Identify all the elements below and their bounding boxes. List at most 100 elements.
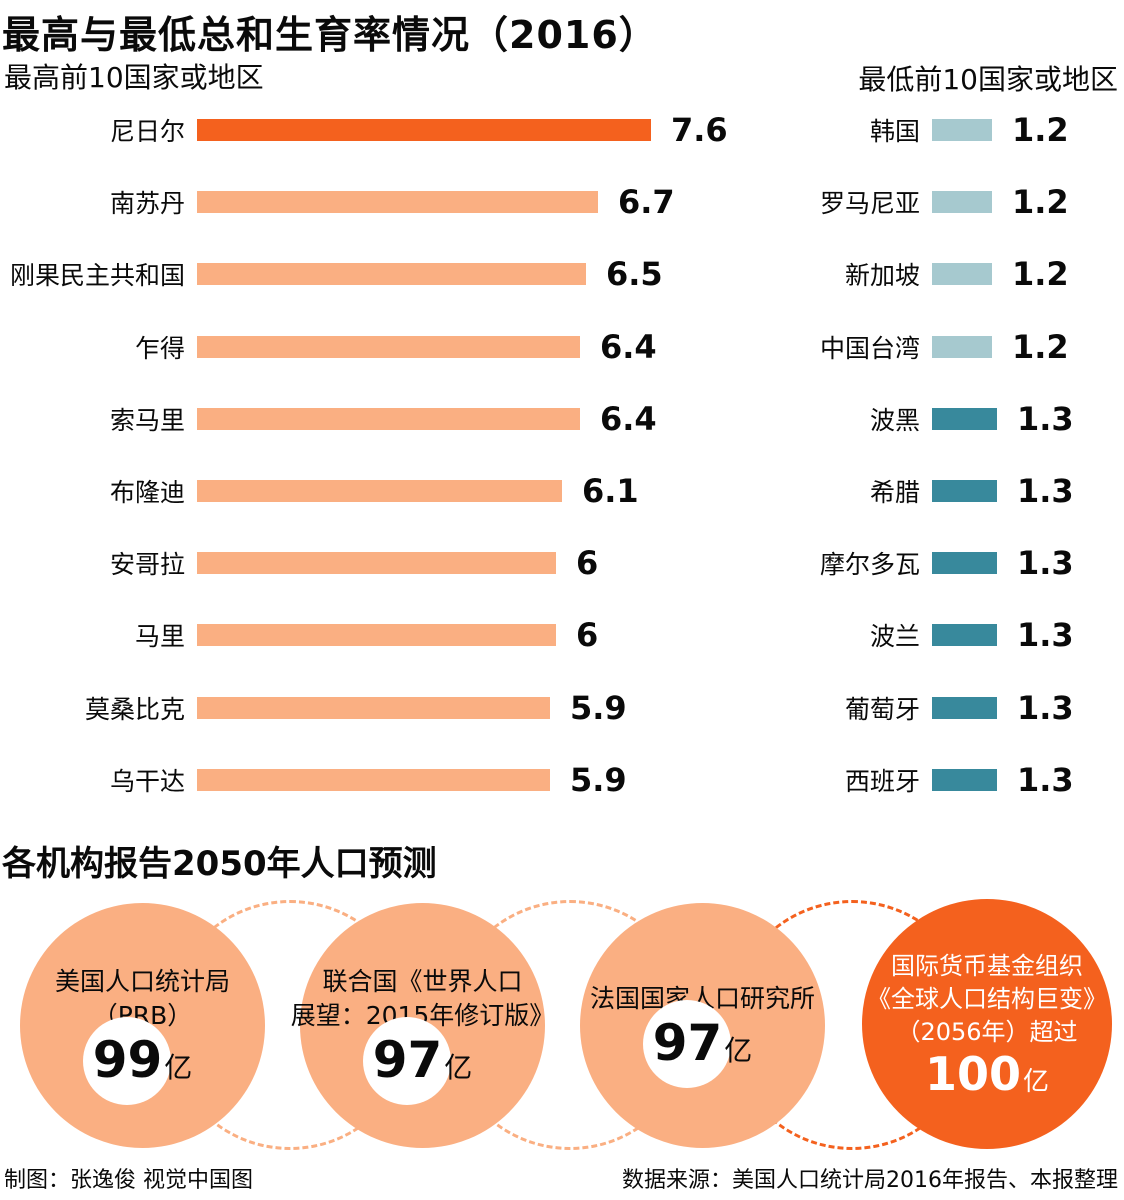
projection-circle-un: 联合国《世界人口 展望：2015年修订版》 97 亿 xyxy=(291,903,554,1148)
number-highlight-blob xyxy=(642,999,731,1088)
projection-number: 99 亿 xyxy=(82,1016,193,1105)
projection-circles: 美国人口统计局 （PRB） 99 亿 联合国《世界人口 展望：2015年修订版》… xyxy=(0,893,1124,1165)
source-text: 数据来源：美国人口统计局2016年报告、本报整理 xyxy=(622,1168,1118,1193)
projection-number: 100 亿 xyxy=(925,1051,1049,1098)
bar-row: 韩国 1.2 xyxy=(745,94,1124,166)
projection-value: 99 xyxy=(92,1031,163,1089)
org-name-line: （2056年）超过 xyxy=(896,1018,1078,1046)
value-label: 1.2 xyxy=(1012,111,1069,150)
country-label: 尼日尔 xyxy=(109,117,185,147)
bar-row: 莫桑比克 5.9 xyxy=(0,672,745,744)
org-name-line: 《全球人口结构巨变》 xyxy=(867,985,1107,1013)
projection-section-title: 各机构报告2050年人口预测 xyxy=(2,844,437,884)
bar-row: 新加坡 1.2 xyxy=(745,238,1124,310)
org-name-line: 国际货币基金组织 xyxy=(891,952,1083,980)
lowest-chart-subtitle: 最低前10国家或地区 xyxy=(858,63,1118,96)
country-label: 韩国 xyxy=(869,117,920,147)
bar xyxy=(932,191,992,214)
bar-row: 摩尔多瓦 1.3 xyxy=(745,527,1124,599)
bar xyxy=(932,768,997,791)
country-label: 摩尔多瓦 xyxy=(819,550,920,580)
bar-row: 波黑 1.3 xyxy=(745,383,1124,455)
value-label: 1.3 xyxy=(1017,399,1074,438)
projection-unit: 亿 xyxy=(444,1051,473,1084)
bar-row: 刚果民主共和国 6.5 xyxy=(0,238,745,310)
value-label: 1.2 xyxy=(1012,183,1069,222)
country-label: 安哥拉 xyxy=(109,550,185,580)
country-label: 新加坡 xyxy=(844,261,920,291)
projection-unit: 亿 xyxy=(1023,1067,1050,1097)
bar-row: 布隆迪 6.1 xyxy=(0,455,745,527)
credit-text: 制图：张逸俊 视觉中国图 xyxy=(4,1168,253,1193)
value-label: 1.2 xyxy=(1012,327,1069,366)
projection-circle-prb: 美国人口统计局 （PRB） 99 亿 xyxy=(20,903,265,1148)
country-label: 西班牙 xyxy=(844,766,920,796)
bar-row: 罗马尼亚 1.2 xyxy=(745,166,1124,238)
bar xyxy=(197,552,556,575)
bar-row: 希腊 1.3 xyxy=(745,455,1124,527)
lowest-fertility-bar-chart: 韩国 1.2 罗马尼亚 1.2 新加坡 1.2 中国台湾 1.2 波黑 1.3 希腊 1.3 摩尔多瓦 1… xyxy=(745,94,1124,816)
projection-value: 100 xyxy=(924,1047,1021,1101)
value-label: 5.9 xyxy=(570,688,627,727)
country-label: 中国台湾 xyxy=(819,333,920,363)
value-label: 6.1 xyxy=(582,472,639,511)
bar xyxy=(197,335,580,358)
value-label: 1.3 xyxy=(1017,544,1074,583)
value-label: 6.5 xyxy=(606,255,663,294)
projection-unit: 亿 xyxy=(724,1034,753,1067)
projection-unit: 亿 xyxy=(164,1051,193,1084)
value-label: 6 xyxy=(576,616,599,655)
country-label: 马里 xyxy=(134,622,185,652)
bar xyxy=(197,624,556,647)
country-label: 索马里 xyxy=(109,405,185,435)
value-label: 6.4 xyxy=(600,399,657,438)
page-title: 最高与最低总和生育率情况（2016） xyxy=(2,13,658,57)
highest-chart-subtitle: 最高前10国家或地区 xyxy=(4,61,264,94)
bar-row: 尼日尔 7.6 xyxy=(0,94,745,166)
country-label: 波黑 xyxy=(869,405,920,435)
country-label: 葡萄牙 xyxy=(844,694,920,724)
value-label: 6.4 xyxy=(600,327,657,366)
country-label: 乍得 xyxy=(134,333,185,363)
value-label: 1.3 xyxy=(1017,472,1074,511)
bar xyxy=(932,624,997,647)
country-label: 希腊 xyxy=(869,478,920,508)
bar-row: 乌干达 5.9 xyxy=(0,744,745,816)
bar xyxy=(932,407,997,430)
value-label: 6.7 xyxy=(618,183,675,222)
bar-row: 安哥拉 6 xyxy=(0,527,745,599)
bar xyxy=(197,768,550,791)
bar-row: 乍得 6.4 xyxy=(0,311,745,383)
country-label: 罗马尼亚 xyxy=(819,189,920,219)
projection-circle-imf: 国际货币基金组织 《全球人口结构巨变》 （2056年）超过 100 亿 xyxy=(862,899,1112,1149)
value-label: 5.9 xyxy=(570,760,627,799)
value-label: 1.3 xyxy=(1017,760,1074,799)
projection-number: 97 亿 xyxy=(362,1016,473,1105)
value-label: 6 xyxy=(576,544,599,583)
bar xyxy=(197,191,598,214)
bar xyxy=(932,335,992,358)
bar xyxy=(932,263,992,286)
country-label: 南苏丹 xyxy=(109,189,185,219)
bar xyxy=(932,119,992,142)
projection-value: 97 xyxy=(652,1014,723,1072)
country-label: 布隆迪 xyxy=(109,478,185,508)
value-label: 1.3 xyxy=(1017,616,1074,655)
value-label: 7.6 xyxy=(671,111,728,150)
projection-circle-ined: 法国国家人口研究所 97 亿 xyxy=(580,903,825,1148)
bar-row: 马里 6 xyxy=(0,599,745,671)
bar-row: 葡萄牙 1.3 xyxy=(745,672,1124,744)
value-label: 1.3 xyxy=(1017,688,1074,727)
org-name-line: 美国人口统计局 xyxy=(54,967,230,996)
country-label: 乌干达 xyxy=(109,766,185,796)
highest-fertility-bar-chart: 尼日尔 7.6 南苏丹 6.7 刚果民主共和国 6.5 乍得 6.4 索马里 6.4 布隆迪 6.1 安… xyxy=(0,94,745,816)
bar xyxy=(197,263,586,286)
number-highlight-blob xyxy=(362,1016,451,1105)
bar xyxy=(932,696,997,719)
bar-row: 波兰 1.3 xyxy=(745,599,1124,671)
country-label: 波兰 xyxy=(869,622,920,652)
country-label: 刚果民主共和国 xyxy=(9,261,185,291)
footer: 制图：张逸俊 视觉中国图 数据来源：美国人口统计局2016年报告、本报整理 xyxy=(0,1162,1124,1194)
bar-row: 南苏丹 6.7 xyxy=(0,166,745,238)
